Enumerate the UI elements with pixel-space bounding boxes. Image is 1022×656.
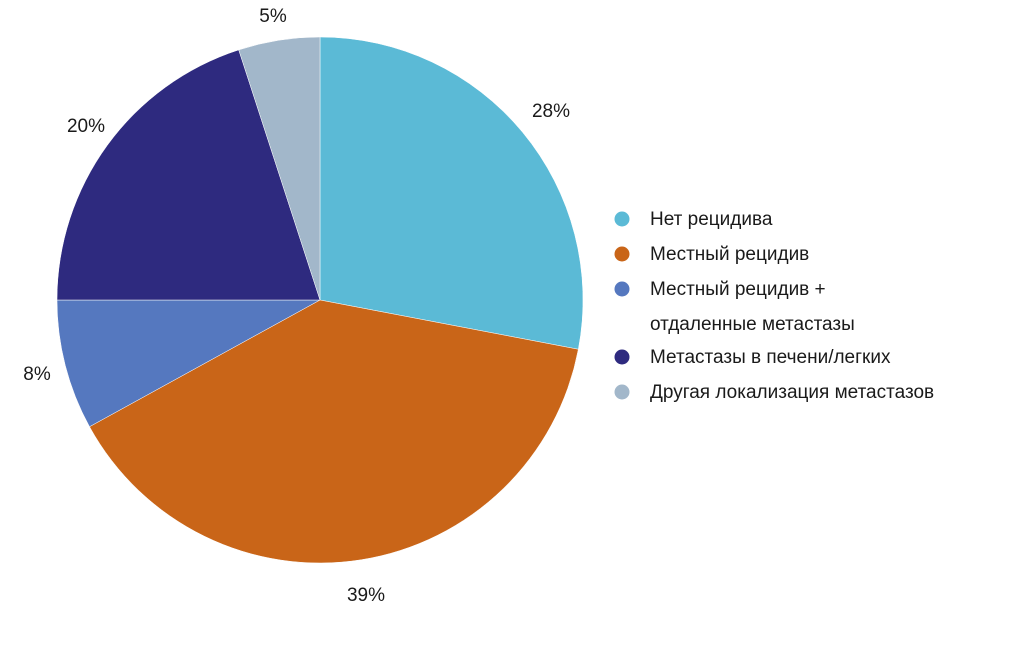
legend-label-5: Другая локализация метастазов <box>650 382 934 403</box>
pie-slice-3 <box>56 299 321 428</box>
legend-marker-2 <box>614 246 630 262</box>
legend-label-4: Метастазы в печени/легких <box>650 347 891 368</box>
pie-slice-1 <box>319 36 584 350</box>
pie-slice-4 <box>56 49 321 301</box>
value-label-4: 20% <box>67 116 105 137</box>
legend-marker-1 <box>614 211 630 227</box>
value-label-3: 8% <box>23 364 51 385</box>
value-label-1: 28% <box>532 101 570 122</box>
legend-marker-4 <box>614 349 630 365</box>
slice-value-labels: 28% 39% 8% 20% 5% <box>23 6 570 606</box>
legend-marker-3 <box>614 281 630 297</box>
pie-slices <box>56 36 584 564</box>
legend-label-3: Местный рецидив + отдаленные метастазы <box>650 279 855 335</box>
pie-slice-2 <box>89 299 579 564</box>
legend: Нет рецидива Местный рецидив Местный рецид… <box>614 209 934 403</box>
legend-label-1: Нет рецидива <box>650 209 773 230</box>
pie-slice-5 <box>238 36 321 301</box>
legend-label-2: Местный рецидив <box>650 244 809 265</box>
legend-marker-5 <box>614 384 630 400</box>
value-label-2: 39% <box>347 585 385 606</box>
value-label-5: 5% <box>259 6 287 27</box>
